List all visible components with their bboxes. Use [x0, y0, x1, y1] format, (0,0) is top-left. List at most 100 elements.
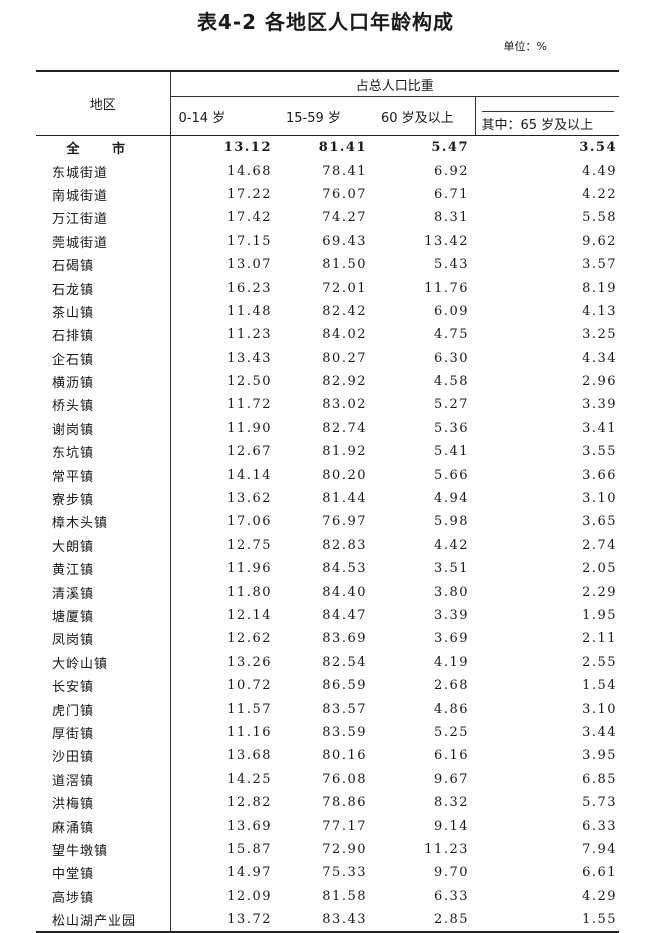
- table-row: 厚街镇 11.16 83.59 5.25 3.44: [36, 720, 619, 745]
- value-60-plus-cell: 13.42: [424, 233, 469, 249]
- value-15-59-cell: 82.42: [322, 303, 367, 319]
- region-cell: 凤岗镇: [36, 627, 171, 651]
- table-row: 塘厦镇 12.14 84.47 3.39 1.95: [36, 603, 619, 628]
- value-0-14-cell: 13.69: [227, 818, 272, 834]
- region-cell: 洪梅镇: [36, 790, 171, 815]
- table-row: 企石镇 13.43 80.27 6.30 4.34: [36, 346, 619, 370]
- value-60-plus-cell: 5.41: [434, 444, 469, 460]
- value-65-plus-cell: 3.10: [582, 491, 618, 507]
- value-60-plus-cell: 4.58: [434, 374, 469, 390]
- value-15-59-cell: 82.54: [322, 654, 367, 670]
- value-0-14-cell: 14.25: [227, 771, 272, 787]
- value-60-plus-cell: 3.51: [434, 561, 469, 577]
- value-0-14-cell: 12.50: [227, 374, 272, 390]
- value-15-59-cell: 86.59: [322, 678, 367, 694]
- value-0-14-cell: 11.96: [227, 561, 272, 577]
- value-0-14-cell: 13.62: [227, 491, 272, 507]
- table-row: 横沥镇 12.50 82.92 4.58 2.96: [36, 369, 619, 394]
- value-60-plus-cell: 11.76: [424, 280, 469, 296]
- value-15-59-cell: 78.41: [322, 163, 367, 179]
- value-65-plus-cell: 3.54: [579, 140, 618, 156]
- table-row: 万江街道 17.42 74.27 8.31 5.58: [36, 206, 619, 230]
- value-0-14-cell: 13.26: [227, 654, 272, 670]
- value-65-plus-cell: 7.94: [582, 841, 618, 857]
- region-cell: 南城街道: [36, 182, 171, 207]
- age-structure-table: 地区 占总人口比重 0-14 岁 15-59 岁 60 岁及以上 其中：65 岁…: [36, 70, 620, 933]
- value-15-59-cell: 76.07: [322, 186, 367, 202]
- region-cell: 东城街道: [36, 159, 171, 183]
- value-0-14-cell: 11.23: [227, 327, 272, 343]
- table-row: 望牛墩镇 15.87 72.90 11.23 7.94: [36, 837, 619, 862]
- value-15-59-cell: 81.44: [322, 491, 367, 507]
- value-65-plus-cell: 6.61: [582, 865, 618, 881]
- value-65-plus-cell: 2.11: [582, 631, 618, 647]
- table-row: 松山湖产业园 13.72 83.43 2.85 1.55: [36, 907, 620, 933]
- value-65-plus-cell: 1.54: [582, 678, 618, 694]
- table-row-total: 全 市 13.12 81.41 5.47 3.54: [36, 135, 619, 160]
- value-0-14-cell: 12.09: [227, 888, 272, 904]
- value-0-14-cell: 12.67: [227, 444, 272, 460]
- table-row: 常平镇 14.14 80.20 5.66 3.66: [36, 463, 619, 487]
- value-15-59-cell: 83.59: [322, 724, 367, 740]
- value-15-59-cell: 74.27: [322, 210, 367, 226]
- value-60-plus-cell: 2.68: [434, 678, 469, 694]
- table-row: 高埗镇 12.09 81.58 6.33 4.29: [36, 884, 619, 908]
- unit-label: 单位：%: [503, 40, 547, 53]
- region-cell: 虎门镇: [36, 697, 171, 721]
- value-15-59-cell: 75.33: [322, 865, 367, 881]
- value-60-plus-cell: 4.94: [434, 491, 469, 507]
- value-0-14-cell: 12.82: [227, 795, 272, 811]
- value-0-14-cell: 14.68: [227, 163, 272, 179]
- table-title: 表4-2 各地区人口年龄构成: [196, 10, 455, 34]
- value-0-14-cell: 10.72: [227, 678, 272, 694]
- region-cell: 寮步镇: [36, 486, 171, 511]
- value-0-14-cell: 17.22: [227, 186, 272, 202]
- value-65-plus-cell: 4.13: [582, 303, 618, 319]
- table-row: 道滘镇 14.25 76.08 9.67 6.85: [36, 767, 619, 791]
- value-65-plus-cell: 2.29: [582, 584, 618, 600]
- region-cell: 莞城街道: [36, 229, 171, 253]
- value-60-plus-cell: 5.25: [434, 724, 469, 740]
- column-header-15-59: 15-59 岁: [278, 96, 373, 136]
- value-65-plus-cell: 3.10: [582, 701, 618, 717]
- value-15-59-cell: 83.02: [322, 397, 367, 413]
- region-cell: 厚街镇: [36, 720, 171, 745]
- value-60-plus-cell: 2.85: [373, 907, 475, 933]
- value-60-plus-cell: 5.43: [434, 257, 469, 273]
- region-cell: 企石镇: [36, 346, 171, 370]
- value-0-14-cell: 17.42: [227, 210, 272, 226]
- value-60-plus-cell: 3.39: [434, 608, 469, 623]
- table-row: 东坑镇 12.67 81.92 5.41 3.55: [36, 440, 619, 464]
- table-row: 大岭山镇 13.26 82.54 4.19 2.55: [36, 650, 619, 674]
- value-65-plus-cell: 2.96: [582, 374, 618, 390]
- value-15-59-cell: 82.83: [322, 537, 367, 553]
- value-15-59-cell: 81.92: [322, 444, 367, 460]
- table-row: 洪梅镇 12.82 78.86 8.32 5.73: [36, 790, 619, 815]
- region-cell: 桥头镇: [36, 393, 171, 417]
- value-15-59-cell: 76.08: [322, 771, 367, 787]
- region-cell: 黄江镇: [36, 557, 171, 581]
- table-row: 大朗镇 12.75 82.83 4.42 2.74: [36, 533, 619, 558]
- table-row: 东城街道 14.68 78.41 6.92 4.49: [36, 159, 619, 183]
- table-row: 茶山镇 11.48 82.42 6.09 4.13: [36, 299, 619, 324]
- value-15-59-cell: 82.74: [322, 420, 367, 436]
- value-60-plus-cell: 4.75: [434, 327, 469, 343]
- region-cell: 中堂镇: [36, 861, 171, 885]
- value-15-59-cell: 84.53: [322, 561, 367, 577]
- value-15-59-cell: 81.58: [322, 888, 367, 904]
- value-65-plus-cell: 2.74: [582, 537, 618, 553]
- value-60-plus-cell: 4.86: [434, 701, 469, 717]
- value-65-plus-cell: 3.44: [582, 724, 618, 740]
- value-0-14-cell: 13.12: [223, 140, 272, 156]
- value-15-59-cell: 84.02: [322, 327, 367, 343]
- table-row: 虎门镇 11.57 83.57 4.86 3.10: [36, 697, 619, 721]
- region-cell: 全 市: [36, 135, 171, 160]
- value-65-plus-cell: 1.95: [582, 608, 618, 623]
- region-cell: 石排镇: [36, 323, 171, 347]
- value-60-plus-cell: 8.31: [434, 210, 469, 226]
- column-header-60-plus: 60 岁及以上: [373, 96, 475, 136]
- region-cell: 松山湖产业园: [36, 907, 171, 933]
- table-row: 清溪镇 11.80 84.40 3.80 2.29: [36, 580, 619, 604]
- value-15-59-cell: 76.97: [322, 514, 367, 530]
